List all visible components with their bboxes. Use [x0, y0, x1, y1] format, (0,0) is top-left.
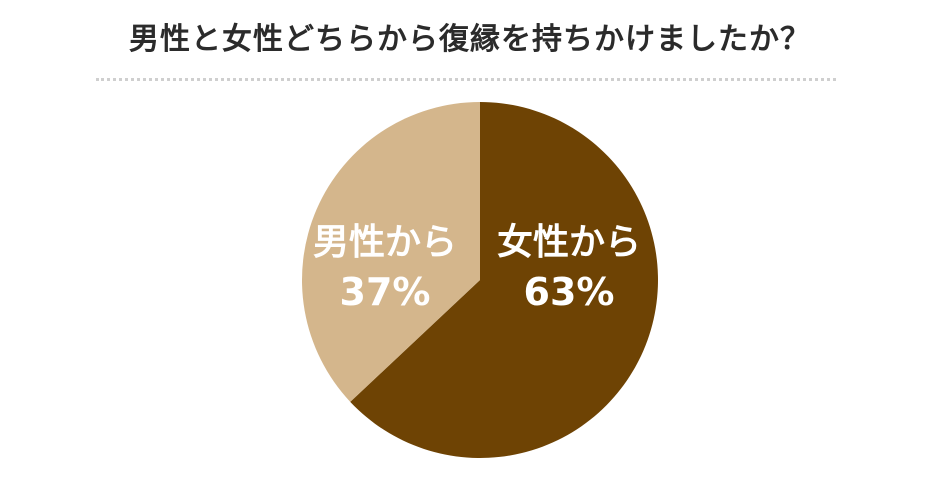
- slice-value-female: 63%: [524, 270, 615, 314]
- slice-label-female: 女性から: [497, 222, 641, 263]
- pie-slice-female: [350, 102, 658, 459]
- slice-label-male: 男性から: [313, 222, 457, 263]
- pie-slice-male: [301, 102, 480, 402]
- pie-slices: [301, 102, 658, 459]
- chart-title: 男性と女性どちらから復縁を持ちかけましたか？: [129, 22, 811, 57]
- title-divider: [96, 78, 836, 81]
- slice-value-male: 37%: [340, 270, 431, 314]
